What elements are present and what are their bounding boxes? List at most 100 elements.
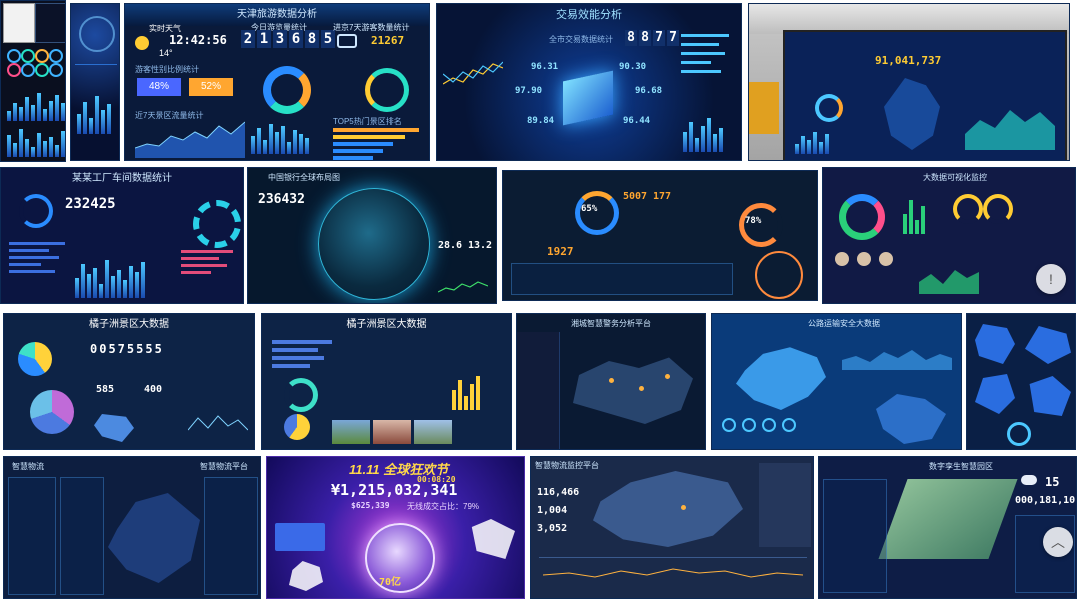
thumbnail-t8[interactable]: 65% 5007 177 1927 78% (502, 170, 818, 301)
thumbnail-t1[interactable] (0, 0, 66, 162)
bar-chart (7, 127, 65, 157)
map-shape (471, 519, 515, 559)
dashboard-title: 公路运输安全大数据 (808, 319, 880, 328)
data-cube (563, 70, 613, 126)
thumbnail-t15[interactable]: 智慧物流 智慧物流平台 (3, 456, 261, 599)
thumbnail-t18[interactable]: 数字孪生智慧园区 000,181,101 15 ︿ (818, 456, 1077, 599)
thumbnail-t6[interactable]: 某某工厂车间数据统计 232425 (0, 167, 244, 304)
node-value: 90.30 (619, 62, 647, 72)
bar-chart (7, 91, 65, 121)
bank-number: 236432 (258, 192, 305, 207)
car-icon (337, 34, 357, 48)
stat-value: 5007 (623, 191, 648, 202)
thumbnail-t2[interactable] (70, 3, 120, 161)
scroll-to-top-button[interactable]: ︿ (1043, 527, 1073, 557)
video-wall: 91,041,737 (783, 30, 1067, 160)
thumbnail-t4[interactable]: 交易效能分析 全市交易数据统计 8 8 7 7 96.31 90.30 97.9… (436, 3, 742, 161)
factory-number: 232425 (65, 196, 116, 212)
line-chart (443, 61, 503, 85)
timeline-chart (539, 557, 807, 594)
avatar (857, 252, 871, 266)
thumbnail-t10[interactable]: 橘子洲景区大数据 00575555 585 400 (3, 313, 255, 450)
map-shape (289, 561, 323, 591)
thumb-screen (3, 3, 35, 43)
map-marker (639, 386, 644, 391)
gauge-ring (983, 194, 1013, 224)
thumbnail-t9[interactable]: 大数据可视化监控 ! (822, 167, 1076, 304)
gauge-ring (575, 191, 619, 235)
pie-chart (284, 414, 310, 440)
cloud-icon (1021, 475, 1037, 485)
dashboard-title: 中国银行全球布局图 (268, 173, 340, 182)
bar-chart (75, 258, 145, 298)
pie-chart (18, 342, 52, 376)
dashboard-title: 某某工厂车间数据统计 (72, 173, 172, 184)
stat-value: 1927 (547, 245, 574, 258)
data-panel (8, 477, 56, 595)
thumbnail-t13[interactable]: 公路运输安全大数据 (711, 313, 962, 450)
line-chart (543, 568, 803, 578)
gauge-ring (953, 194, 983, 224)
mobile-ratio: 无线成交占比：79% (407, 502, 480, 511)
globe (365, 523, 435, 593)
thumbnail-t7[interactable]: 中国银行全球布局图 236432 28.6 13.2 (247, 167, 497, 304)
ranking-bars (333, 128, 423, 160)
car-label: 进京7天游客数量统计 (333, 23, 410, 32)
globe-ring (79, 16, 115, 52)
thumbnail-t11[interactable]: 橘子洲景区大数据 (261, 313, 512, 450)
seven-day-label: 近7天景区流量统计 (135, 111, 204, 120)
female-pct: 52% (189, 78, 233, 96)
map-marker (609, 378, 614, 383)
data-panel (511, 263, 733, 295)
province-map (876, 394, 946, 444)
dashboard-title: 交易效能分析 (556, 9, 622, 21)
dashboard-title: 橘子洲景区大数据 (89, 319, 169, 330)
globe (318, 188, 430, 300)
circle-grid (7, 49, 63, 77)
stat-value: 3,052 (537, 523, 568, 534)
bar-chart (903, 198, 925, 234)
event-title: 11.11 全球狂欢节 (349, 462, 449, 477)
thumbnail-t16[interactable]: 11.11 全球狂欢节 00:08:20 ¥1,215,032,341 $625… (266, 456, 525, 599)
car-count: 21267 (371, 34, 405, 47)
line-chart (438, 281, 488, 293)
value-label: 全市交易数据统计 (549, 35, 613, 44)
gauge-ring (1007, 422, 1031, 446)
stat-value: 585 (96, 384, 115, 395)
donut-chart (263, 66, 311, 114)
thumbnail-t14[interactable] (966, 313, 1076, 450)
node-value: 89.84 (527, 116, 555, 126)
clock-time: 12:42:56 (169, 33, 227, 47)
thumbnail-t17[interactable]: 智慧物流监控平台 116,466 1,004 3,052 (530, 456, 814, 599)
wall-panel (749, 82, 779, 134)
dashboard-title: 湘城智慧警务分析平台 (571, 319, 651, 328)
dashboard-title: 智慧物流 (12, 462, 44, 471)
gauge-pct: 65% (581, 204, 598, 214)
node-value: 97.90 (515, 86, 543, 96)
day-value: 15 (1045, 475, 1060, 489)
gauge-ring (365, 68, 409, 112)
info-card (275, 523, 325, 551)
visitor-number: 000,181,101 (1015, 495, 1077, 506)
data-panel (60, 477, 104, 595)
node-value: 96.68 (635, 86, 663, 96)
map-shape (1029, 376, 1071, 416)
thumbnail-t5[interactable]: 91,041,737 (748, 3, 1070, 161)
sales-amount: ¥1,215,032,341 (331, 481, 458, 499)
sidebar[interactable] (517, 332, 560, 449)
progress-list (181, 250, 237, 274)
rank-label: TOP5热门景区排名 (333, 117, 402, 126)
donut-chart (284, 378, 318, 412)
map-shape (108, 493, 200, 583)
thumbnail-t12[interactable]: 湘城智慧警务分析平台 (516, 313, 706, 450)
dashboard-title: 天津旅游数据分析 (125, 4, 429, 26)
bar-chart (795, 130, 829, 154)
more-info-button[interactable]: ! (1036, 264, 1066, 294)
campus-3d-model (878, 479, 1018, 559)
node-value: 96.31 (531, 62, 559, 72)
map-shape (975, 374, 1015, 414)
stat-value: 28.6 (438, 240, 463, 251)
area-chart (135, 121, 245, 158)
ranking-panel (759, 463, 811, 547)
thumbnail-t3[interactable]: 天津旅游数据分析 实时天气 12:42:56 14° 游客性别比例统计 48% … (124, 3, 430, 161)
